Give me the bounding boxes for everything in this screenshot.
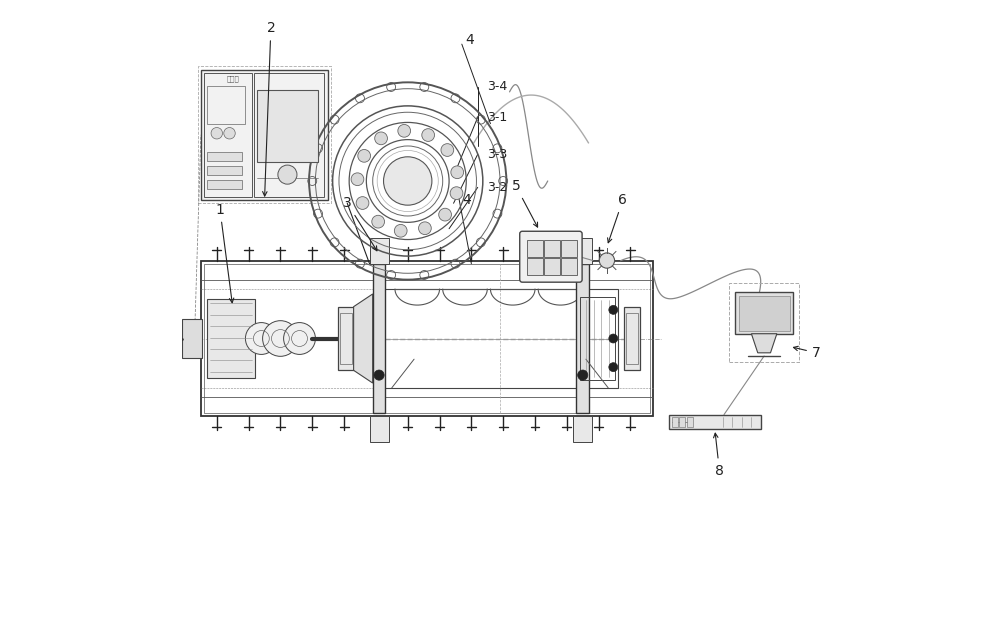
- Bar: [527, 239, 543, 257]
- Circle shape: [211, 128, 223, 139]
- Circle shape: [450, 187, 463, 200]
- Text: 电控柜: 电控柜: [226, 76, 239, 82]
- Text: 5: 5: [512, 179, 538, 227]
- Circle shape: [358, 150, 371, 162]
- Bar: [624, 307, 640, 370]
- Text: 3-2: 3-2: [487, 181, 508, 194]
- Circle shape: [375, 132, 387, 144]
- Circle shape: [439, 208, 451, 221]
- Circle shape: [351, 173, 364, 186]
- Text: 3-3: 3-3: [487, 148, 508, 160]
- Text: 3-4: 3-4: [487, 80, 508, 93]
- Bar: [204, 73, 252, 197]
- Bar: [544, 258, 560, 275]
- Text: 6: 6: [608, 193, 627, 243]
- Text: 4: 4: [462, 193, 471, 207]
- FancyBboxPatch shape: [520, 231, 582, 282]
- Circle shape: [599, 253, 615, 268]
- Text: 8: 8: [714, 433, 724, 478]
- Circle shape: [372, 215, 385, 228]
- Bar: [201, 261, 653, 417]
- Circle shape: [398, 125, 411, 137]
- Bar: [527, 258, 543, 275]
- Circle shape: [356, 196, 369, 209]
- Bar: [338, 307, 354, 370]
- Bar: [687, 417, 693, 427]
- Bar: [729, 283, 799, 362]
- Bar: [739, 295, 790, 331]
- Bar: [254, 73, 324, 197]
- Bar: [561, 258, 577, 275]
- Bar: [207, 299, 255, 378]
- Bar: [370, 417, 389, 442]
- Bar: [573, 238, 592, 264]
- Bar: [544, 239, 560, 257]
- Polygon shape: [354, 294, 373, 383]
- Bar: [370, 238, 389, 264]
- Circle shape: [278, 165, 297, 184]
- Circle shape: [224, 128, 235, 139]
- Bar: [207, 85, 245, 124]
- Circle shape: [245, 322, 277, 354]
- Circle shape: [284, 322, 315, 354]
- Bar: [669, 415, 761, 429]
- Circle shape: [263, 321, 298, 356]
- Text: 1: 1: [216, 203, 234, 302]
- Bar: [626, 313, 638, 364]
- Text: 4: 4: [465, 33, 474, 47]
- Circle shape: [374, 370, 384, 380]
- Bar: [182, 320, 202, 358]
- Circle shape: [609, 363, 618, 372]
- Bar: [679, 417, 685, 427]
- Circle shape: [384, 157, 432, 205]
- Circle shape: [578, 370, 588, 380]
- Bar: [382, 289, 618, 388]
- Circle shape: [394, 225, 407, 237]
- Bar: [580, 297, 615, 380]
- Circle shape: [422, 128, 435, 141]
- Bar: [573, 417, 592, 442]
- Bar: [201, 69, 328, 200]
- Circle shape: [451, 166, 464, 178]
- Text: 3-1: 3-1: [487, 111, 508, 124]
- Bar: [735, 292, 793, 334]
- Text: 7: 7: [793, 346, 821, 360]
- Circle shape: [419, 222, 431, 234]
- Bar: [207, 152, 242, 160]
- Text: 2: 2: [263, 21, 275, 196]
- Text: 3: 3: [343, 196, 377, 251]
- Bar: [207, 180, 242, 189]
- Bar: [340, 313, 352, 364]
- Bar: [257, 90, 318, 162]
- Bar: [672, 417, 678, 427]
- Bar: [373, 264, 385, 413]
- Bar: [576, 264, 589, 413]
- Circle shape: [441, 144, 454, 157]
- Polygon shape: [751, 334, 777, 353]
- Bar: [561, 239, 577, 257]
- Circle shape: [609, 306, 618, 315]
- Circle shape: [609, 334, 618, 343]
- Bar: [198, 66, 331, 204]
- Bar: [204, 264, 650, 413]
- Bar: [207, 166, 242, 175]
